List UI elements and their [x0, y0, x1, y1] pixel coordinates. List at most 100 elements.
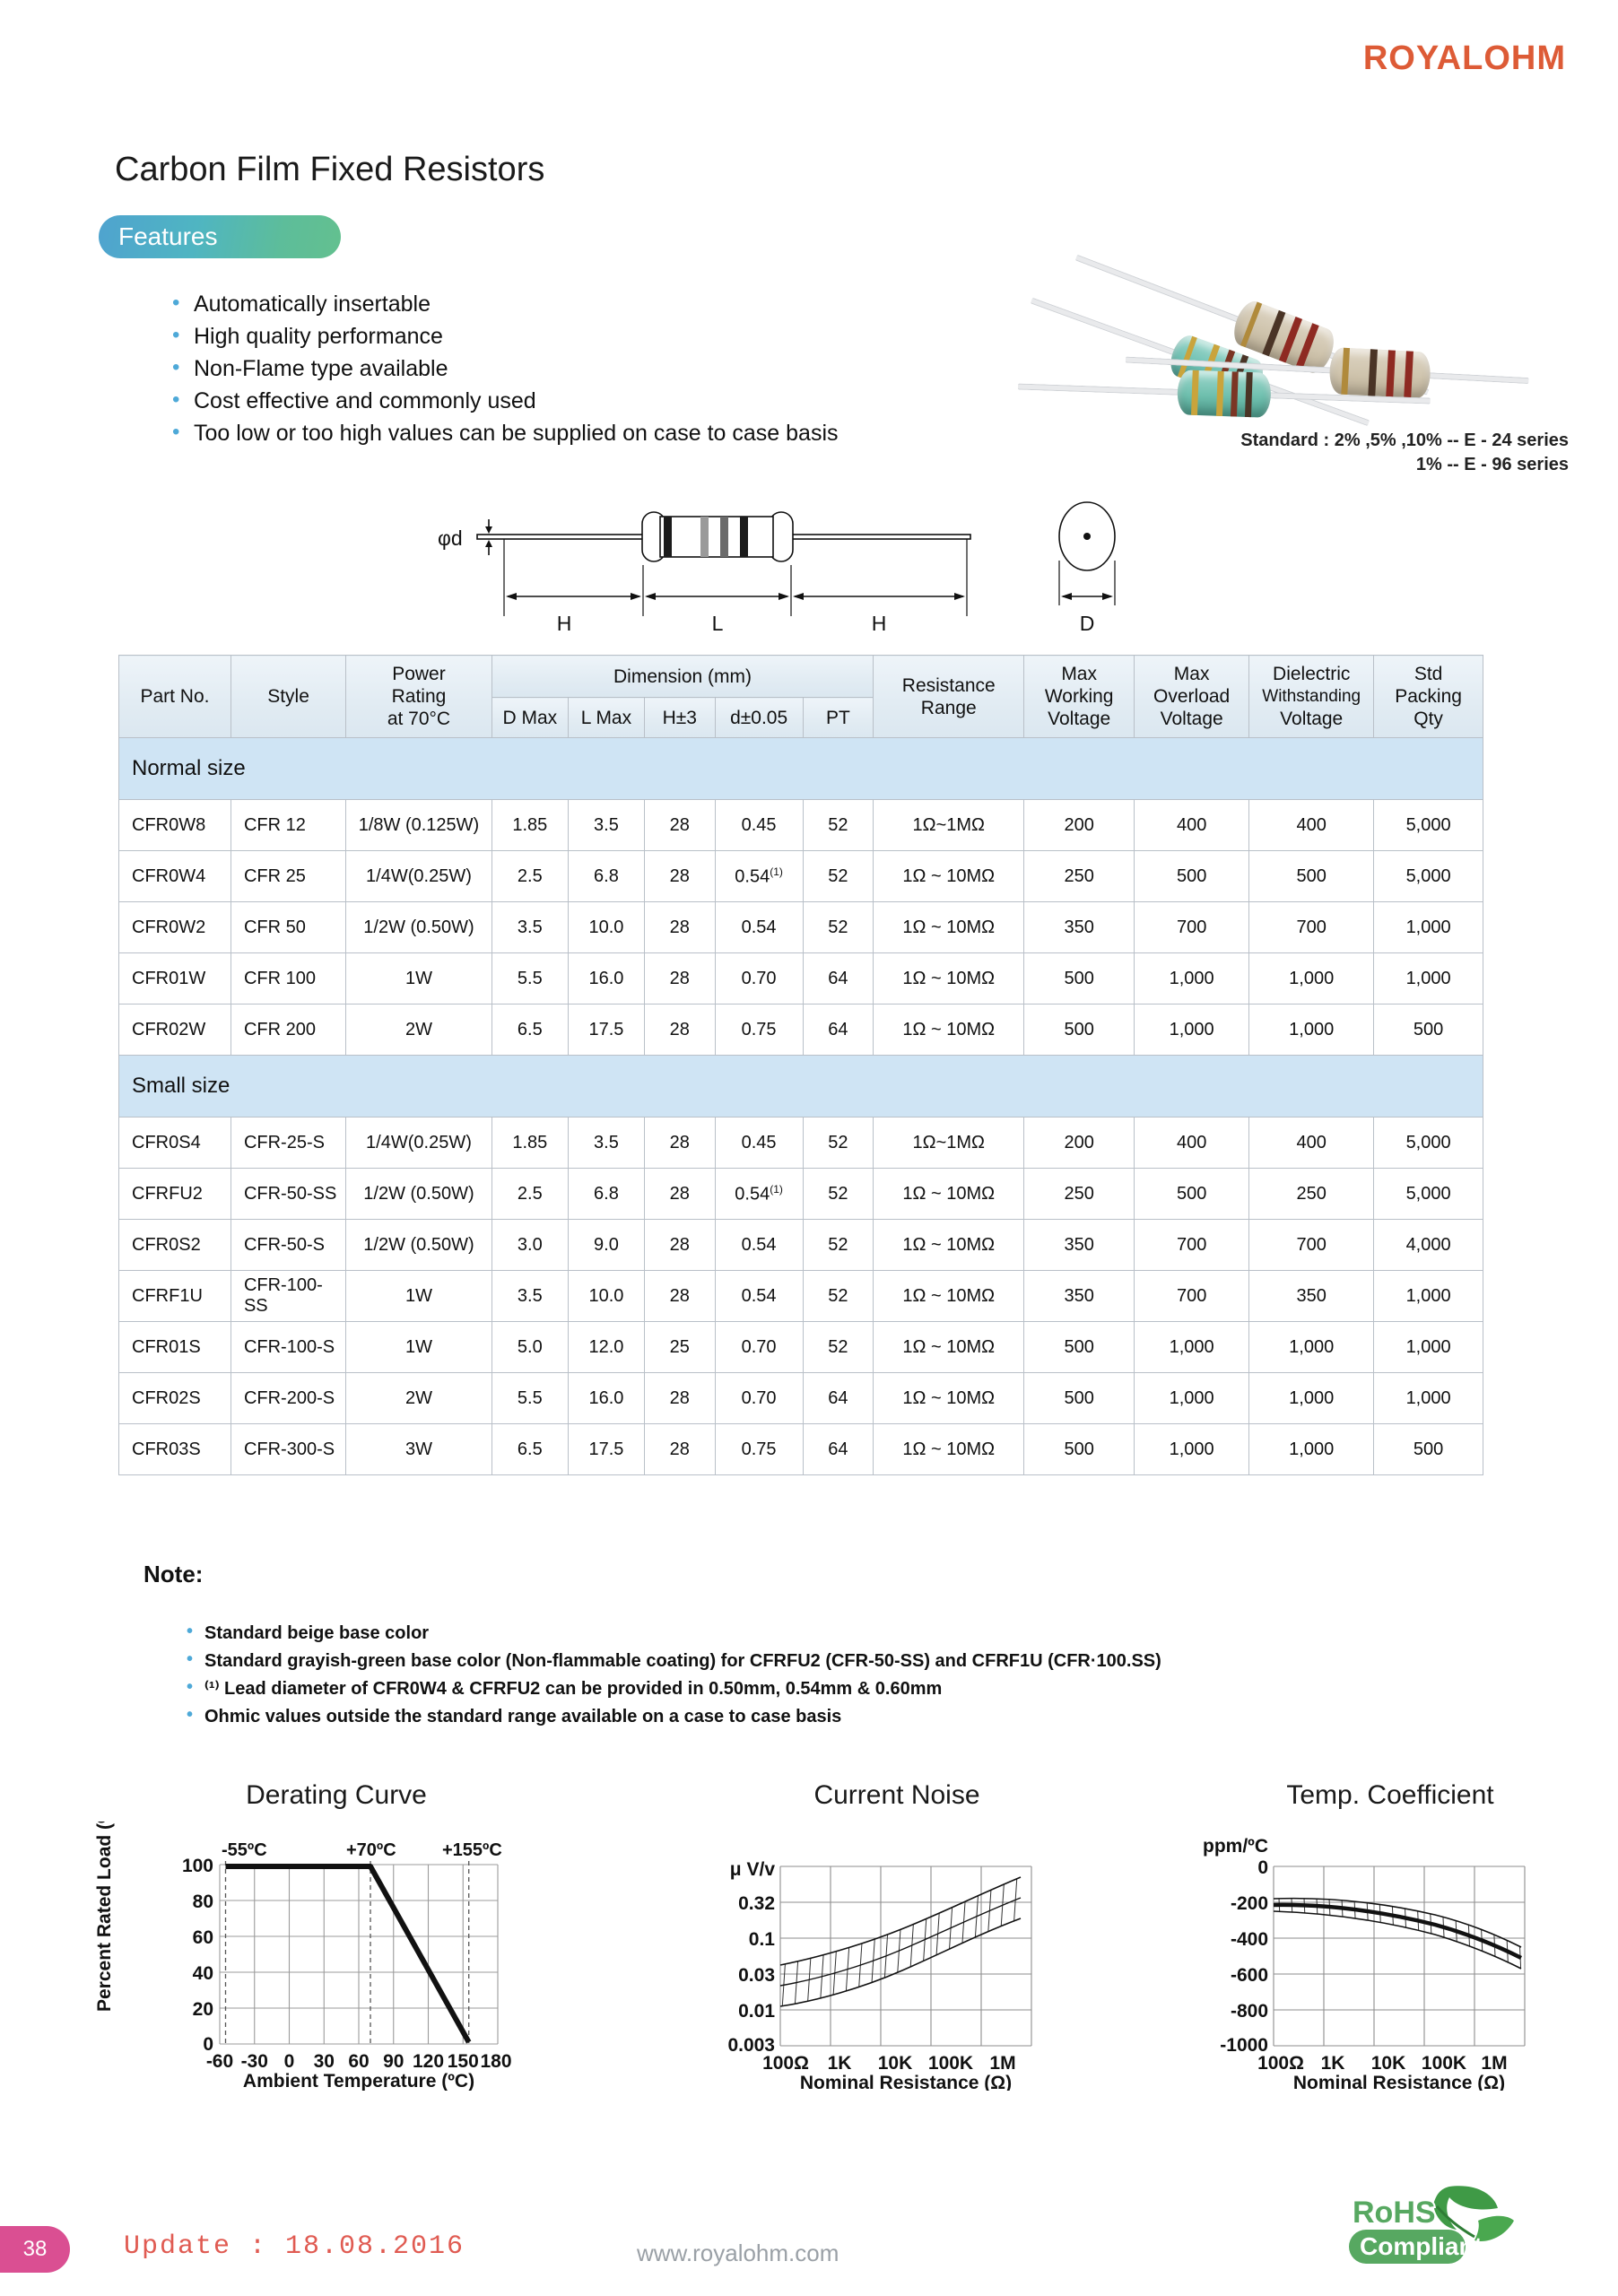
cell-max-working-voltage: 350 — [1023, 901, 1135, 953]
cell-max-overload-voltage: 500 — [1134, 850, 1250, 902]
cell-part-no: CFRF1U — [118, 1270, 231, 1322]
cell-pt: 52 — [802, 1270, 874, 1322]
current-noise-chart: Current Noise — [682, 1780, 1112, 2121]
cell-resistance-range: 1Ω ~ 10MΩ — [873, 1004, 1025, 1056]
cell-h: 28 — [643, 1372, 716, 1424]
cell-style: CFR 50 — [230, 901, 347, 953]
cell-l-max: 3.5 — [567, 1117, 645, 1169]
cell-max-overload-voltage: 1,000 — [1134, 1321, 1250, 1373]
page-number: 38 — [22, 2237, 48, 2261]
table-row: CFR02S CFR-200-S 2W 5.5 16.0 28 0.70 64 1Ω ~ 10M… — [118, 1372, 1483, 1424]
cell-power-rating: 2W — [345, 1372, 492, 1424]
dimension-label-phid: φd — [438, 526, 463, 550]
cell-resistance-range: 1Ω~1MΩ — [873, 799, 1025, 851]
th-power-rating-l3: at 70°C — [387, 709, 451, 729]
cell-h: 28 — [643, 1423, 716, 1475]
feature-item: Cost effective and commonly used — [172, 384, 839, 417]
cell-max-working-voltage: 250 — [1023, 850, 1135, 902]
th-l-max: L Max — [567, 697, 645, 738]
th-max-overload-l1: Max — [1173, 664, 1210, 684]
cell-part-no: CFR0W4 — [118, 850, 231, 902]
cell-d-max: 5.0 — [491, 1321, 569, 1373]
cell-max-overload-voltage: 400 — [1134, 1117, 1250, 1169]
cell-l-max: 10.0 — [567, 901, 645, 953]
cell-std-packing-qty: 1,000 — [1373, 952, 1483, 1004]
page-title: Carbon Film Fixed Resistors — [115, 151, 545, 188]
temp-coefficient-chart: Temp. Coefficient — [1175, 1780, 1605, 2121]
cell-max-working-voltage: 500 — [1023, 1423, 1135, 1475]
cell-dielectric-voltage: 1,000 — [1248, 952, 1375, 1004]
cell-pt: 64 — [802, 1423, 874, 1475]
cell-max-overload-voltage: 700 — [1134, 1219, 1250, 1271]
th-resistance-range-l2: Range — [920, 697, 977, 718]
cell-h: 28 — [643, 1219, 716, 1271]
cell-resistance-range: 1Ω ~ 10MΩ — [873, 850, 1025, 902]
th-dielectric-l1: Dielectric — [1273, 664, 1351, 684]
derating-chart-title: Derating Curve — [246, 1780, 427, 1810]
feature-item: Automatically insertable — [172, 287, 839, 320]
cell-d-tolerance: 0.54(1) — [714, 1168, 804, 1220]
table-row: CFR0S2 CFR-50-S 1/2W (0.50W) 3.0 9.0 28 0.54 52… — [118, 1219, 1483, 1271]
th-max-overload-l2: Overload — [1153, 686, 1231, 707]
th-max-overload-voltage: Max Overload Voltage — [1134, 655, 1250, 738]
website-url: www.royalohm.com — [637, 2239, 839, 2266]
cell-style: CFR-50-S — [230, 1219, 347, 1271]
standard-series-line2: 1% -- E - 96 series — [1415, 455, 1569, 474]
th-dielectric-l3: Voltage — [1280, 709, 1344, 729]
cell-l-max: 10.0 — [567, 1270, 645, 1322]
th-std-packing-l1: Std — [1414, 664, 1443, 684]
note-heading: Note: — [144, 1561, 204, 1587]
note-list: Standard beige base color Standard grayi… — [151, 1618, 1161, 1731]
color-band — [1244, 371, 1253, 418]
features-badge: Features — [99, 215, 341, 258]
cell-style: CFR 25 — [230, 850, 347, 902]
tempco-ytick: 0 — [1257, 1857, 1268, 1878]
cell-max-overload-voltage: 1,000 — [1134, 1004, 1250, 1056]
tempco-chart-title: Temp. Coefficient — [1286, 1780, 1494, 1810]
derating-ytick: 80 — [193, 1892, 213, 1912]
derating-curve-chart: Derating Curve — [85, 1780, 587, 2121]
table-row: CFR0S4 CFR-25-S 1/4W(0.25W) 1.85 3.5 28 0.45 52… — [118, 1117, 1483, 1169]
cell-dielectric-voltage: 500 — [1248, 850, 1375, 902]
cell-part-no: CFR0W2 — [118, 901, 231, 953]
derating-xlabel: Ambient Temperature (ºC) — [243, 2071, 474, 2091]
cell-max-working-voltage: 500 — [1023, 1321, 1135, 1373]
cell-l-max: 12.0 — [567, 1321, 645, 1373]
tempco-ytick: -400 — [1231, 1929, 1268, 1950]
tempco-xtick: 1M — [1481, 2053, 1507, 2074]
cell-d-max: 3.5 — [491, 1270, 569, 1322]
cell-dielectric-voltage: 400 — [1248, 1117, 1375, 1169]
th-power-rating-l2: Rating — [391, 686, 447, 707]
cell-l-max: 6.8 — [567, 850, 645, 902]
cell-style: CFR-25-S — [230, 1117, 347, 1169]
tempco-ytick: -600 — [1231, 1965, 1268, 1986]
cell-h: 28 — [643, 1117, 716, 1169]
cell-h: 28 — [643, 1004, 716, 1056]
cell-style: CFR 12 — [230, 799, 347, 851]
cell-pt: 52 — [802, 1219, 874, 1271]
derating-ylabel: Percent Rated Load (%) — [94, 1822, 115, 2012]
cell-style: CFR-100-SS — [230, 1270, 347, 1322]
rohs-compliant-logo: RoHS Compliant — [1344, 2181, 1523, 2280]
cell-d-tolerance: 0.75 — [714, 1423, 804, 1475]
cell-resistance-range: 1Ω~1MΩ — [873, 1117, 1025, 1169]
noise-ytick: 0.003 — [727, 2035, 775, 2056]
th-max-working-voltage: Max Working Voltage — [1023, 655, 1135, 738]
update-date: Update : 18.08.2016 — [124, 2231, 465, 2262]
standard-series-line1: Standard : 2% ,5% ,10% -- E - 24 series — [1240, 430, 1569, 450]
cell-pt: 52 — [802, 799, 874, 851]
cell-d-max: 2.5 — [491, 1168, 569, 1220]
cell-l-max: 16.0 — [567, 952, 645, 1004]
cell-h: 25 — [643, 1321, 716, 1373]
cell-power-rating: 1W — [345, 1321, 492, 1373]
cell-std-packing-qty: 1,000 — [1373, 1321, 1483, 1373]
cell-max-working-voltage: 500 — [1023, 1004, 1135, 1056]
cell-power-rating: 1/8W (0.125W) — [345, 799, 492, 851]
table-row: CFRFU2 CFR-50-SS 1/2W (0.50W) 2.5 6.8 28 0.54(… — [118, 1168, 1483, 1220]
th-d-tol: d±0.05 — [714, 697, 804, 738]
cell-std-packing-qty: 5,000 — [1373, 850, 1483, 902]
tempco-xlabel: Nominal Resistance (Ω) — [1293, 2073, 1505, 2091]
noise-ytick: 0.03 — [738, 1965, 775, 1986]
specification-table: Part No. Style Power Rating at 70°C Dime… — [118, 655, 1483, 1475]
cell-d-tolerance: 0.45 — [714, 799, 804, 851]
